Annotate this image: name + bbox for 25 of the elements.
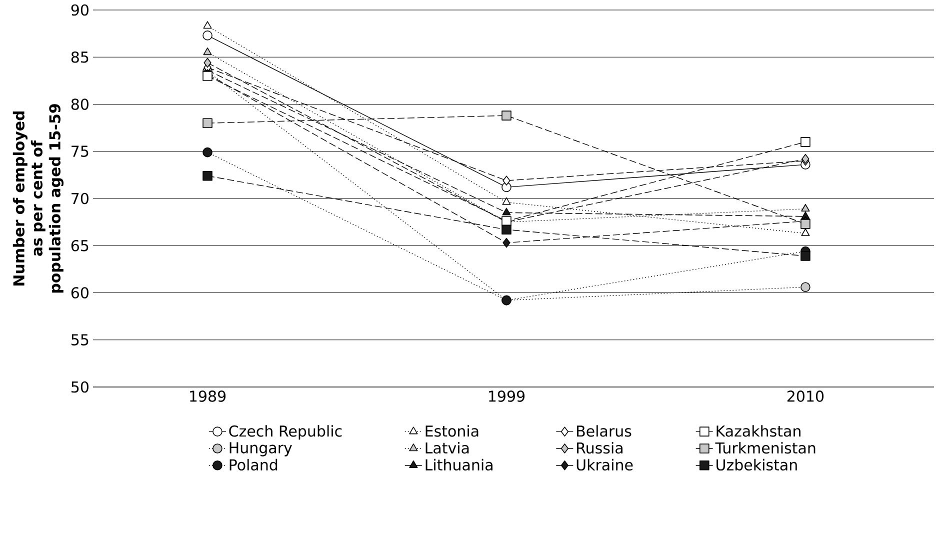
legend-label: Ukraine xyxy=(576,458,633,471)
y-tick-label: 60 xyxy=(71,287,88,298)
y-tick-label: 90 xyxy=(71,4,88,16)
y-axis-title: Number of employed as per cent of population aged 15-59 xyxy=(12,104,64,293)
legend-label: Russia xyxy=(577,442,622,454)
y-tick-label: 80 xyxy=(71,98,88,110)
y-tick-label: 70 xyxy=(72,192,88,204)
legend-label: Belarus xyxy=(577,425,632,437)
legend-label: Kazakhstan xyxy=(716,425,800,437)
legend-label: Estonia xyxy=(426,425,478,437)
legend-label: Hungary xyxy=(230,442,292,456)
legend-label: Poland xyxy=(230,458,278,471)
y-tick-label: 55 xyxy=(72,334,88,346)
x-tick-label: 1999 xyxy=(489,390,524,402)
y-tick-label: 75 xyxy=(72,146,88,157)
legend-label: Lithuania xyxy=(426,458,492,471)
legend-label: Czech Republic xyxy=(229,425,342,440)
y-tick-label: 65 xyxy=(71,240,88,252)
y-tick-label: 50 xyxy=(72,381,88,393)
x-tick-label: 2010 xyxy=(787,390,824,402)
y-tick-label: 85 xyxy=(71,51,88,63)
legend-label: Turkmenistan xyxy=(715,442,816,454)
legend-label: Uzbekistan xyxy=(716,458,797,471)
legend-label: Latvia xyxy=(426,442,469,454)
x-tick-label: 1989 xyxy=(190,390,226,402)
